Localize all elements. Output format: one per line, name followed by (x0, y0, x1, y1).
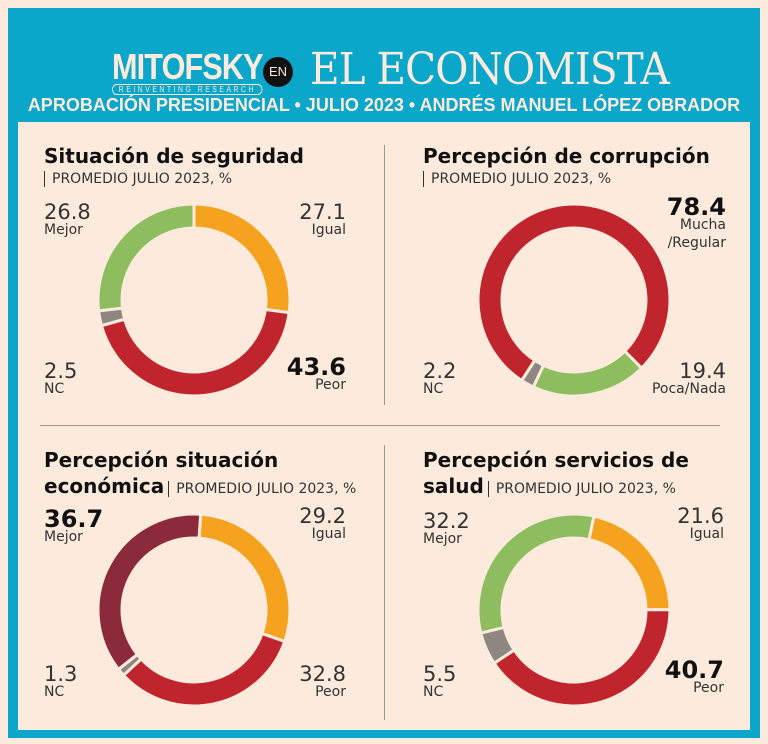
label-igual: 29.2 Igual (299, 504, 346, 543)
divider (384, 445, 385, 720)
label-nc: 1.3 NC (44, 662, 78, 701)
chart-note: PROMEDIO JULIO 2023, % (423, 171, 611, 187)
donut-slice-peor (492, 608, 672, 708)
label-poca-nada: 19.4 Poca/Nada (651, 359, 726, 398)
donut-slice-nc (519, 358, 546, 389)
mitofsky-logo: MITOFSKY REINVENTING RESEARCH (112, 46, 264, 95)
chart-note: PROMEDIO JULIO 2023, % (487, 481, 676, 497)
label-mejor: 32.2 Mejor (423, 509, 470, 548)
chart-title-seguridad: Situación de seguridad PROMEDIO JULIO 202… (44, 144, 304, 187)
logo-text: MITOFSKY (112, 46, 264, 87)
divider (384, 145, 385, 405)
label-mucha-regular: 78.4 Mucha /Regular (666, 193, 726, 251)
chart-note: PROMEDIO JULIO 2023, % (168, 481, 357, 497)
en-badge: EN (263, 57, 293, 87)
donut-slice-mejor (96, 202, 196, 313)
donut-slice-mejor (476, 512, 596, 635)
chart-title-salud: Percepción servicios de salud PROMEDIO JUL… (423, 448, 689, 498)
label-peor: 43.6 Peor (286, 353, 346, 393)
chart-title-economica: Percepción situación económica PROMEDIO JU… (44, 448, 357, 498)
donut-slice-igual (192, 202, 292, 315)
label-nc: 2.2 NC (423, 359, 457, 398)
donut-slice-mejor (96, 512, 203, 672)
label-nc: 2.5 NC (44, 359, 78, 398)
divider (40, 425, 720, 426)
donut-slice-peor (99, 307, 291, 398)
donut-slice-mucha-regular (476, 202, 672, 383)
label-igual: 27.1 Igual (299, 200, 346, 239)
label-igual: 21.6 Igual (677, 504, 724, 543)
subtitle: APROBACIÓN PRESIDENCIAL • JULIO 2023 • A… (27, 95, 741, 115)
publication-name: EL ECONOMISTA (310, 44, 670, 95)
donut-slice-igual (587, 514, 672, 612)
logo-tagline: REINVENTING RESEARCH (112, 84, 263, 95)
label-peor: 32.8 Peor (299, 662, 346, 701)
label-nc: 5.5 NC (423, 662, 457, 701)
chart-title-corrupcion: Percepción de corrupción PROMEDIO JULIO 2… (423, 144, 710, 187)
donut-slice-peor (121, 631, 287, 708)
donut-slice-igual (197, 512, 292, 644)
label-peor: 40.7 Peor (664, 656, 724, 696)
label-mejor: 26.8 Mejor (44, 200, 91, 239)
label-mejor: 36.7 Mejor (44, 505, 104, 545)
chart-note: PROMEDIO JULIO 2023, % (44, 171, 232, 187)
